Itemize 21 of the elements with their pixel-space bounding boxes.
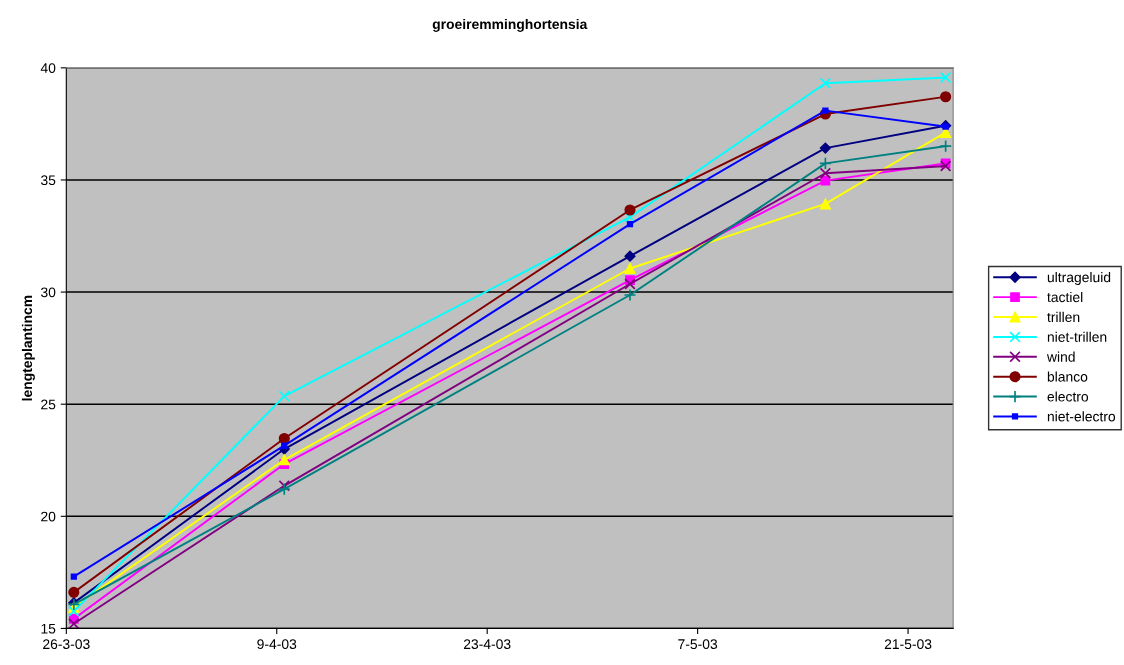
y-axis-title: lengteplantincm — [21, 295, 35, 401]
legend-label: wind — [1046, 351, 1075, 362]
y-tick-label: 30 — [40, 287, 56, 298]
x-tick-label: 26-3-03 — [43, 639, 90, 650]
legend-label: electro — [1047, 391, 1089, 402]
y-tick-label: 40 — [40, 63, 56, 73]
y-tick-label: 35 — [40, 175, 56, 186]
x-tick-label: 21-5-03 — [884, 639, 932, 650]
legend-label: trillen — [1047, 311, 1080, 323]
y-tick-label: 15 — [41, 623, 56, 634]
x-tick-label: 9-4-03 — [257, 639, 297, 650]
x-tick-label: 7-5-03 — [678, 639, 718, 650]
legend-label: blanco — [1047, 371, 1088, 382]
legend-label: tactiel — [1047, 291, 1083, 303]
legend-label: niet-trillen — [1047, 331, 1107, 342]
y-tick-label: 25 — [41, 399, 56, 410]
legend-label: ultrageluid — [1047, 272, 1111, 285]
chart-title: groeiremminghortensia — [432, 18, 588, 32]
y-tick-label: 20 — [41, 511, 56, 522]
legend-label: niet-electro — [1047, 411, 1116, 422]
x-tick-label: 23-4-03 — [463, 639, 511, 650]
